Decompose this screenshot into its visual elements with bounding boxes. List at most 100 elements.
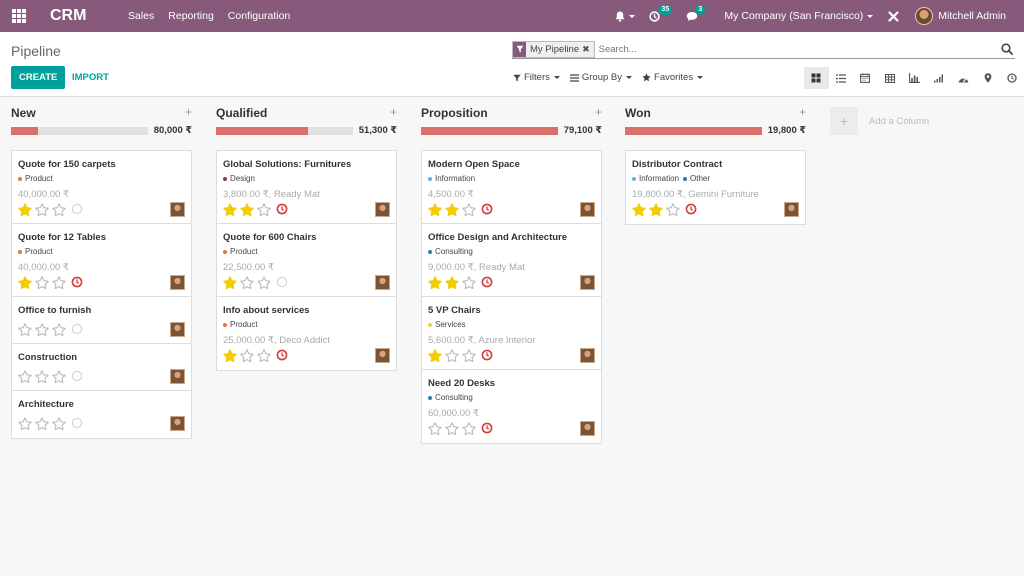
company-switcher[interactable]: My Company (San Francisco) (724, 10, 874, 22)
priority-star-icon[interactable] (51, 275, 67, 289)
salesperson-avatar[interactable] (580, 202, 595, 217)
import-button[interactable]: IMPORT (72, 72, 109, 83)
priority-star-icon[interactable] (34, 275, 50, 289)
priority-star-icon[interactable] (51, 416, 67, 430)
activity-clock-icon[interactable] (274, 348, 290, 362)
calendar-view-button[interactable] (853, 67, 878, 89)
salesperson-avatar[interactable] (580, 275, 595, 290)
create-button[interactable]: CREATE (11, 66, 66, 89)
dashboard-view-button[interactable] (951, 67, 976, 89)
list-view-button[interactable] (829, 67, 854, 89)
priority-star-icon[interactable] (34, 322, 50, 336)
salesperson-avatar[interactable] (375, 348, 390, 363)
debug-tools-button[interactable] (888, 10, 899, 22)
priority-star-icon[interactable] (51, 369, 67, 383)
menu-sales[interactable]: Sales (128, 10, 155, 22)
priority-star-icon[interactable] (631, 202, 647, 216)
priority-star-icon[interactable] (222, 348, 238, 362)
menu-configuration[interactable]: Configuration (227, 10, 291, 22)
pivot-view-button[interactable] (878, 67, 903, 89)
priority-star-icon[interactable] (461, 421, 477, 435)
quick-create-plus-icon[interactable]: + (798, 105, 806, 119)
priority-star-icon[interactable] (256, 275, 272, 289)
priority-star-icon[interactable] (427, 202, 443, 216)
map-view-button[interactable] (976, 67, 1001, 89)
activity-clock-icon[interactable] (69, 202, 85, 216)
kanban-card[interactable]: Info about services Product 25,000.00 ₹, D… (217, 297, 396, 370)
priority-star-icon[interactable] (648, 202, 664, 216)
priority-star-icon[interactable] (17, 275, 33, 289)
priority-star-icon[interactable] (17, 416, 33, 430)
activity-clock-icon[interactable] (274, 275, 290, 289)
salesperson-avatar[interactable] (580, 421, 595, 436)
filters-dropdown[interactable]: Filters (513, 72, 560, 83)
messages-button[interactable]: 3 (686, 4, 706, 22)
kanban-card[interactable]: Construction (12, 344, 191, 391)
apps-grid-icon[interactable] (12, 9, 26, 23)
priority-star-icon[interactable] (461, 348, 477, 362)
kanban-card[interactable]: Quote for 150 carpets Product 40,000.00 ₹ (12, 151, 191, 224)
kanban-card[interactable]: Architecture (12, 391, 191, 438)
activity-clock-icon[interactable] (683, 202, 699, 216)
salesperson-avatar[interactable] (170, 322, 185, 337)
kanban-card[interactable]: Office Design and Architecture Consulting… (422, 224, 601, 297)
kanban-view-button[interactable] (804, 67, 829, 89)
priority-star-icon[interactable] (51, 202, 67, 216)
kanban-card[interactable]: Modern Open Space Information 4,500.00 ₹ (422, 151, 601, 224)
salesperson-avatar[interactable] (170, 369, 185, 384)
activity-clock-icon[interactable] (479, 348, 495, 362)
column-title[interactable]: Proposition (421, 106, 488, 120)
activity-clock-icon[interactable] (69, 369, 85, 383)
favorites-dropdown[interactable]: Favorites (642, 72, 704, 83)
priority-star-icon[interactable] (444, 421, 460, 435)
priority-star-icon[interactable] (239, 348, 255, 362)
salesperson-avatar[interactable] (170, 275, 185, 290)
priority-star-icon[interactable] (34, 369, 50, 383)
add-column-button[interactable]: + Add a Column (830, 107, 929, 135)
quick-create-plus-icon[interactable]: + (594, 105, 602, 119)
salesperson-avatar[interactable] (580, 348, 595, 363)
priority-star-icon[interactable] (427, 348, 443, 362)
priority-star-icon[interactable] (427, 421, 443, 435)
priority-star-icon[interactable] (239, 275, 255, 289)
column-progress-bar[interactable] (216, 127, 353, 135)
priority-star-icon[interactable] (427, 275, 443, 289)
kanban-card[interactable]: 5 VP Chairs Services 5,600.00 ₹, Azure Int… (422, 297, 601, 370)
priority-star-icon[interactable] (444, 348, 460, 362)
cohort-view-button[interactable] (927, 67, 952, 89)
app-brand[interactable]: CRM (50, 7, 87, 24)
priority-star-icon[interactable] (256, 202, 272, 216)
activity-clock-icon[interactable] (69, 275, 85, 289)
kanban-card[interactable]: Need 20 Desks Consulting 60,000.00 ₹ (422, 370, 601, 443)
column-title[interactable]: Won (625, 106, 651, 120)
column-title[interactable]: New (11, 106, 36, 120)
activity-clock-icon[interactable] (69, 322, 85, 336)
priority-star-icon[interactable] (222, 275, 238, 289)
kanban-card[interactable]: Distributor Contract Information Other 19,8… (626, 151, 805, 224)
activity-view-button[interactable] (1000, 67, 1024, 89)
priority-star-icon[interactable] (17, 322, 33, 336)
activity-clock-icon[interactable] (479, 202, 495, 216)
priority-star-icon[interactable] (444, 275, 460, 289)
search-icon[interactable] (1001, 43, 1013, 55)
notifications-button[interactable] (615, 11, 636, 22)
kanban-card[interactable]: Global Solutions: Furnitures Design 3,800.… (217, 151, 396, 224)
column-progress-bar[interactable] (625, 127, 762, 135)
activities-button[interactable]: 35 (649, 4, 673, 22)
priority-star-icon[interactable] (256, 348, 272, 362)
salesperson-avatar[interactable] (375, 202, 390, 217)
activity-clock-icon[interactable] (274, 202, 290, 216)
quick-create-plus-icon[interactable]: + (389, 105, 397, 119)
priority-star-icon[interactable] (17, 369, 33, 383)
groupby-dropdown[interactable]: Group By (569, 72, 633, 83)
priority-star-icon[interactable] (461, 275, 477, 289)
priority-star-icon[interactable] (239, 202, 255, 216)
activity-clock-icon[interactable] (479, 421, 495, 435)
priority-star-icon[interactable] (17, 202, 33, 216)
facet-remove-icon[interactable]: ✖ (582, 43, 590, 54)
activity-clock-icon[interactable] (479, 275, 495, 289)
graph-view-button[interactable] (902, 67, 927, 89)
priority-star-icon[interactable] (461, 202, 477, 216)
kanban-card[interactable]: Office to furnish (12, 297, 191, 344)
user-menu[interactable]: Mitchell Admin (915, 7, 1006, 25)
